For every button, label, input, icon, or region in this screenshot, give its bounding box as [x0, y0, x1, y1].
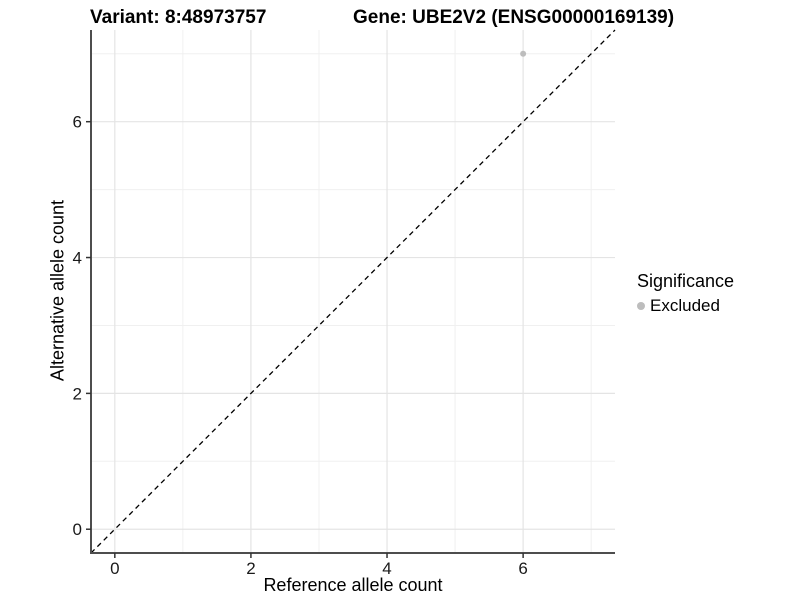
- y-tick-label: 2: [73, 384, 82, 403]
- x-tick-label: 0: [110, 559, 119, 578]
- legend-point-icon: [637, 302, 645, 310]
- x-tick-label: 2: [246, 559, 255, 578]
- plot-title-variant: Variant: 8:48973757: [90, 7, 267, 28]
- x-tick-label: 6: [518, 559, 527, 578]
- identity-line: [90, 29, 616, 554]
- legend-entry-excluded: Excluded: [637, 296, 734, 316]
- y-tick-label: 6: [73, 113, 82, 132]
- x-axis-title: Reference allele count: [263, 575, 443, 595]
- y-axis-title: Alternative allele count: [47, 199, 68, 382]
- plot-title-gene: Gene: UBE2V2 (ENSG00000169139): [353, 7, 675, 28]
- legend-title: Significance: [637, 271, 735, 291]
- y-tick-label: 4: [73, 249, 82, 268]
- legend: Significance Excluded: [637, 271, 734, 316]
- y-tick-label: 0: [73, 520, 82, 539]
- legend-entry-label: Excluded: [650, 296, 720, 315]
- x-tick-label: 4: [382, 559, 391, 578]
- data-point: [520, 50, 527, 57]
